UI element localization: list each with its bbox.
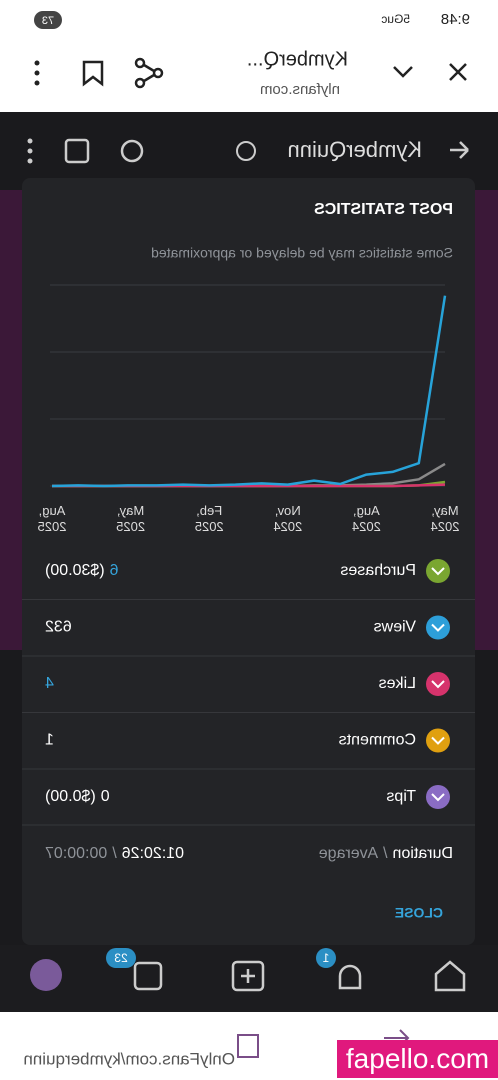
expand[interactable] bbox=[393, 66, 413, 78]
home[interactable] bbox=[434, 960, 466, 992]
status-bar bbox=[0, 0, 498, 40]
value: 1 bbox=[45, 732, 54, 749]
row-label: Comments bbox=[339, 732, 416, 749]
row-label: Tips bbox=[386, 788, 416, 805]
notifications[interactable] bbox=[338, 964, 362, 990]
page-url: nlyfans.com bbox=[260, 81, 340, 98]
messages[interactable] bbox=[133, 961, 163, 991]
new-post[interactable] bbox=[231, 960, 265, 992]
label: Duration bbox=[393, 845, 453, 862]
x-tick-label: May, 2025 bbox=[116, 503, 145, 534]
x-tick-label: Nov, 2024 bbox=[273, 503, 302, 534]
battery-icon bbox=[34, 11, 62, 29]
separator: / bbox=[112, 845, 117, 862]
badge-count: 23 bbox=[114, 951, 128, 965]
settings[interactable] bbox=[120, 139, 144, 163]
page-title: KymberQ... bbox=[247, 48, 348, 70]
avatar[interactable] bbox=[30, 959, 62, 991]
row-value: 632 bbox=[45, 619, 72, 636]
share[interactable] bbox=[134, 57, 164, 89]
modal-title: POST STATISTICS bbox=[314, 201, 453, 218]
chart: May, 2024 Aug, 2024 Nov, 2024 Feb, 2025 May, 2025… bbox=[38, 284, 460, 534]
close-button[interactable]: CLOSE bbox=[395, 905, 443, 921]
row-label: Views bbox=[374, 619, 416, 636]
stat-rows: Purchases 6 ($30.00) Views 632 Likes 4 Comments… bbox=[22, 559, 475, 826]
x-tick-label: Feb, 2025 bbox=[195, 503, 224, 534]
verified bbox=[236, 141, 256, 161]
badge bbox=[106, 948, 136, 968]
duration-label: Duration / Average bbox=[319, 845, 453, 862]
value: 00:00:07 bbox=[45, 845, 107, 862]
bg-art bbox=[0, 190, 24, 650]
series-line bbox=[51, 295, 447, 488]
x-tick-label: Aug, 2024 bbox=[352, 503, 381, 534]
row-icon bbox=[426, 785, 450, 809]
time: 9:48 bbox=[441, 11, 470, 28]
separator: / bbox=[383, 845, 388, 862]
modal-subtitle: Some statistics may be delayed or approx… bbox=[151, 245, 453, 261]
value: 4 bbox=[45, 675, 54, 692]
row-value: 1 bbox=[45, 732, 54, 749]
row-chevron bbox=[431, 680, 445, 689]
bg-art bbox=[474, 190, 498, 650]
value: 6 bbox=[110, 562, 119, 579]
share-profile[interactable] bbox=[64, 138, 90, 164]
row-label: Purchases bbox=[340, 562, 416, 579]
battery: 73 bbox=[42, 15, 54, 27]
tab-icon[interactable] bbox=[237, 1034, 259, 1058]
network: 5Guc bbox=[381, 12, 410, 26]
row-icon bbox=[426, 672, 450, 696]
profile-name: KymberQuinn bbox=[287, 137, 422, 162]
value: 632 bbox=[45, 619, 72, 636]
row-value: 4 bbox=[45, 675, 54, 692]
detail: ($0.00) bbox=[45, 788, 96, 805]
bookmark[interactable] bbox=[82, 60, 104, 87]
duration-value: 01:20:26 / 00:00:07 bbox=[45, 845, 184, 862]
row-chevron bbox=[431, 793, 445, 802]
detail: ($30.00) bbox=[45, 562, 105, 579]
close-tab[interactable] bbox=[449, 63, 467, 81]
modal bbox=[22, 178, 475, 945]
plus bbox=[241, 969, 255, 983]
row-value: 6 ($30.00) bbox=[45, 562, 119, 579]
value: 0 bbox=[101, 788, 110, 805]
row-chevron bbox=[431, 567, 445, 576]
row-icon bbox=[426, 615, 450, 640]
value: 01:20:26 bbox=[122, 845, 184, 862]
row-value: 0 ($0.00) bbox=[45, 788, 110, 805]
menu[interactable] bbox=[34, 60, 40, 86]
label: Average bbox=[319, 845, 378, 862]
row-chevron bbox=[431, 736, 445, 745]
bottom-url: OnlyFans.com/kymberquinn bbox=[23, 1049, 235, 1068]
row-icon bbox=[426, 728, 450, 753]
x-tick-label: Aug, 2025 bbox=[38, 503, 67, 534]
watermark: fapello.com bbox=[337, 1040, 498, 1078]
row-label: Likes bbox=[379, 675, 416, 692]
row-chevron bbox=[431, 623, 445, 632]
badge bbox=[316, 948, 336, 968]
row-icon bbox=[426, 559, 450, 583]
x-tick-label: May, 2024 bbox=[431, 503, 460, 534]
duration-row: Duration / Average 01:20:26 / 00:00:07 bbox=[45, 845, 453, 862]
back[interactable] bbox=[450, 141, 469, 159]
badge-count: 1 bbox=[322, 951, 329, 965]
profile-menu[interactable] bbox=[27, 138, 33, 164]
